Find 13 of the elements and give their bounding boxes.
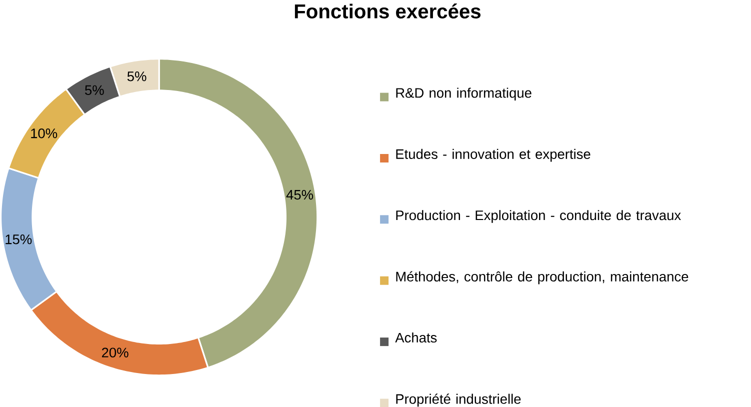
chart-title: Fonctions exercées <box>294 3 481 18</box>
data-label: 5% <box>85 85 104 95</box>
data-label: 45% <box>286 190 314 200</box>
legend-label: R&D non informatique <box>396 88 532 100</box>
data-label: 20% <box>102 348 128 358</box>
legend-label: Méthodes, contrôle de production, maintenance <box>396 271 688 284</box>
data-label: 15% <box>6 234 32 244</box>
data-label: 10% <box>31 128 58 138</box>
legend-label: Production - Exploitation - conduite de travaux <box>396 210 681 223</box>
legend-label: Etudes - innovation et expertise <box>396 148 590 162</box>
data-label: 5% <box>127 71 146 82</box>
legend-label: Propriété industrielle <box>396 394 521 407</box>
legend-label: Achats <box>395 332 437 342</box>
